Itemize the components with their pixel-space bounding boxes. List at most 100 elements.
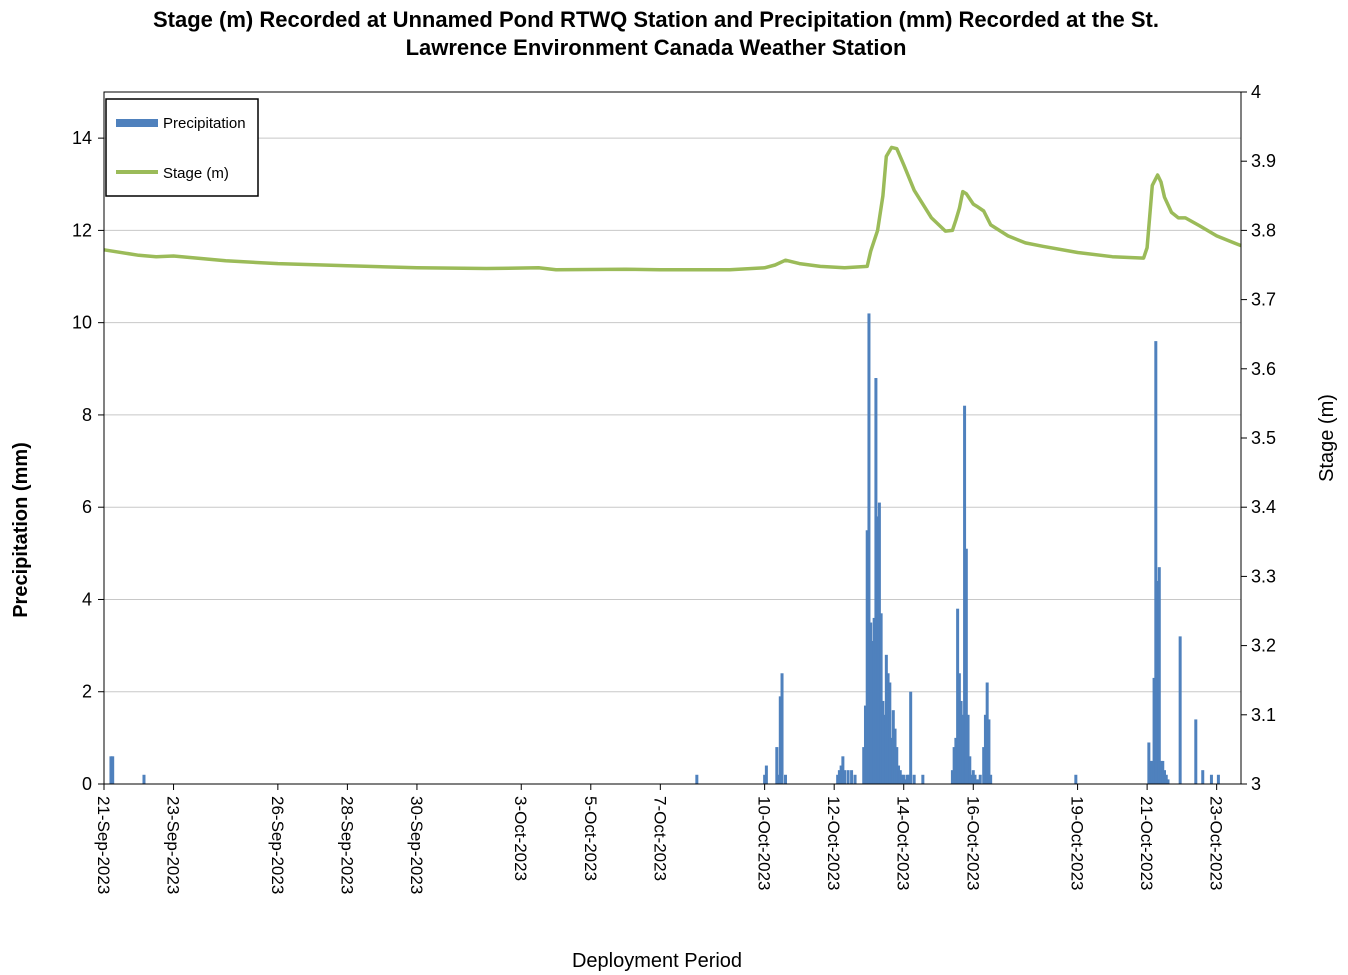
precipitation-bar xyxy=(890,737,894,784)
precipitation-bar xyxy=(954,737,958,784)
precipitation-bar xyxy=(879,613,883,784)
precipitation-bar xyxy=(895,747,899,784)
precipitation-bar xyxy=(1157,567,1161,784)
x-axis-label: Deployment Period xyxy=(572,950,742,972)
legend: Precipitation Stage (m) xyxy=(105,98,259,197)
precipitation-bar xyxy=(862,747,866,784)
x-tick-label: 12-Oct-2023 xyxy=(824,796,843,891)
precipitation-bar xyxy=(886,673,890,784)
precipitation-bar xyxy=(867,313,871,784)
precipitation-bar xyxy=(841,756,845,784)
chart-title-line2: Lawrence Environment Canada Weather Stat… xyxy=(406,35,907,60)
precipitation-bar xyxy=(1154,341,1158,784)
legend-precipitation-swatch xyxy=(116,119,158,127)
right-tick-label: 3.9 xyxy=(1251,151,1276,171)
x-tick-label: 21-Oct-2023 xyxy=(1137,796,1156,891)
precipitation-bar xyxy=(109,756,113,784)
plot-area-border xyxy=(103,91,1242,785)
x-tick-label: 30-Sep-2023 xyxy=(407,796,426,894)
left-axis-ticks: 0 2 4 6 8 10 12 14 xyxy=(72,128,104,794)
precipitation-bar xyxy=(775,747,779,784)
right-tick-label: 4 xyxy=(1251,82,1261,102)
x-tick-label: 16-Oct-2023 xyxy=(963,796,982,891)
right-tick-label: 3.1 xyxy=(1251,705,1276,725)
precipitation-bar xyxy=(982,747,986,784)
precipitation-bar xyxy=(877,502,881,784)
precipitation-bar xyxy=(764,765,768,784)
precipitation-bar xyxy=(897,765,901,784)
right-tick-label: 3.5 xyxy=(1251,428,1276,448)
right-axis-ticks: 3 3.1 3.2 3.3 3.4 3.5 3.6 3.7 3.8 3.9 4 xyxy=(1241,82,1276,794)
precipitation-bar xyxy=(1178,636,1182,784)
precipitation-bar xyxy=(1209,774,1213,784)
chart-title-line1: Stage (m) Recorded at Unnamed Pond RTWQ … xyxy=(153,7,1159,32)
precipitation-bar xyxy=(780,673,784,784)
precipitation-bar xyxy=(850,770,854,784)
legend-precipitation-label: Precipitation xyxy=(163,115,246,132)
precipitation-bar xyxy=(957,673,961,784)
precipitation-bar xyxy=(884,654,888,784)
precipitation-bar xyxy=(950,770,954,784)
precipitation-bar xyxy=(881,700,885,784)
precipitation-bar xyxy=(964,548,968,784)
precipitation-bar xyxy=(952,747,956,784)
left-tick-label: 10 xyxy=(72,313,92,333)
precipitation-bar xyxy=(763,774,767,784)
stage-line xyxy=(103,145,1242,272)
precipitation-bar xyxy=(836,774,840,784)
precipitation-bar xyxy=(978,774,982,784)
precipitation-bar xyxy=(1156,581,1160,784)
precipitation-bar xyxy=(1201,770,1205,784)
gridlines xyxy=(104,137,1241,693)
right-tick-label: 3.7 xyxy=(1251,290,1276,310)
right-tick-label: 3.3 xyxy=(1251,566,1276,586)
precipitation-bar xyxy=(903,779,907,784)
x-tick-label: 23-Sep-2023 xyxy=(164,796,183,894)
precipitation-bar xyxy=(989,774,993,784)
precipitation-bar xyxy=(956,608,960,784)
precipitation-bars xyxy=(109,313,1220,784)
y-axis-label-left: Precipitation (mm) xyxy=(10,442,32,618)
x-axis-ticks: 21-Sep-2023 23-Sep-2023 26-Sep-2023 28-Sep-… xyxy=(94,784,1226,894)
precipitation-bar xyxy=(975,779,979,784)
right-tick-label: 3.8 xyxy=(1251,220,1276,240)
right-tick-label: 3.2 xyxy=(1251,636,1276,656)
precipitation-bar xyxy=(891,710,895,784)
precipitation-bar xyxy=(961,714,965,784)
precipitation-bar xyxy=(1163,770,1167,784)
left-tick-label: 12 xyxy=(72,220,92,240)
precipitation-bar xyxy=(1152,677,1156,784)
precipitation-bar xyxy=(784,774,788,784)
legend-stage-label: Stage (m) xyxy=(163,165,229,182)
precipitation-bar xyxy=(1159,760,1163,784)
right-tick-label: 3.4 xyxy=(1251,497,1276,517)
precipitation-bar xyxy=(1150,760,1154,784)
precipitation-bar xyxy=(963,405,967,784)
left-tick-label: 4 xyxy=(82,589,92,609)
precipitation-bar xyxy=(1216,774,1220,784)
precipitation-bar xyxy=(902,774,906,784)
precipitation-bar xyxy=(966,714,970,784)
x-tick-label: 10-Oct-2023 xyxy=(755,796,774,891)
left-tick-label: 8 xyxy=(82,405,92,425)
precipitation-bar xyxy=(983,714,987,784)
precipitation-bar xyxy=(865,530,869,784)
x-tick-label: 28-Sep-2023 xyxy=(337,796,356,894)
left-tick-label: 0 xyxy=(82,774,92,794)
precipitation-bar xyxy=(959,700,963,784)
precipitation-bar xyxy=(888,682,892,784)
precipitation-bar xyxy=(1194,719,1198,784)
precipitation-bar xyxy=(1147,742,1151,784)
precipitation-bar xyxy=(1074,774,1078,784)
precipitation-bar xyxy=(778,696,782,784)
precipitation-bar xyxy=(909,691,913,784)
precipitation-bar xyxy=(846,770,850,784)
x-tick-label: 14-Oct-2023 xyxy=(894,796,913,891)
y-axis-label-right: Stage (m) xyxy=(1316,394,1338,482)
precipitation-bar xyxy=(777,774,781,784)
precipitation-bar xyxy=(843,770,847,784)
stage-line-group xyxy=(103,145,1242,272)
precipitation-bar xyxy=(976,779,980,784)
legend-box xyxy=(105,98,259,197)
precipitation-bar xyxy=(142,774,146,784)
